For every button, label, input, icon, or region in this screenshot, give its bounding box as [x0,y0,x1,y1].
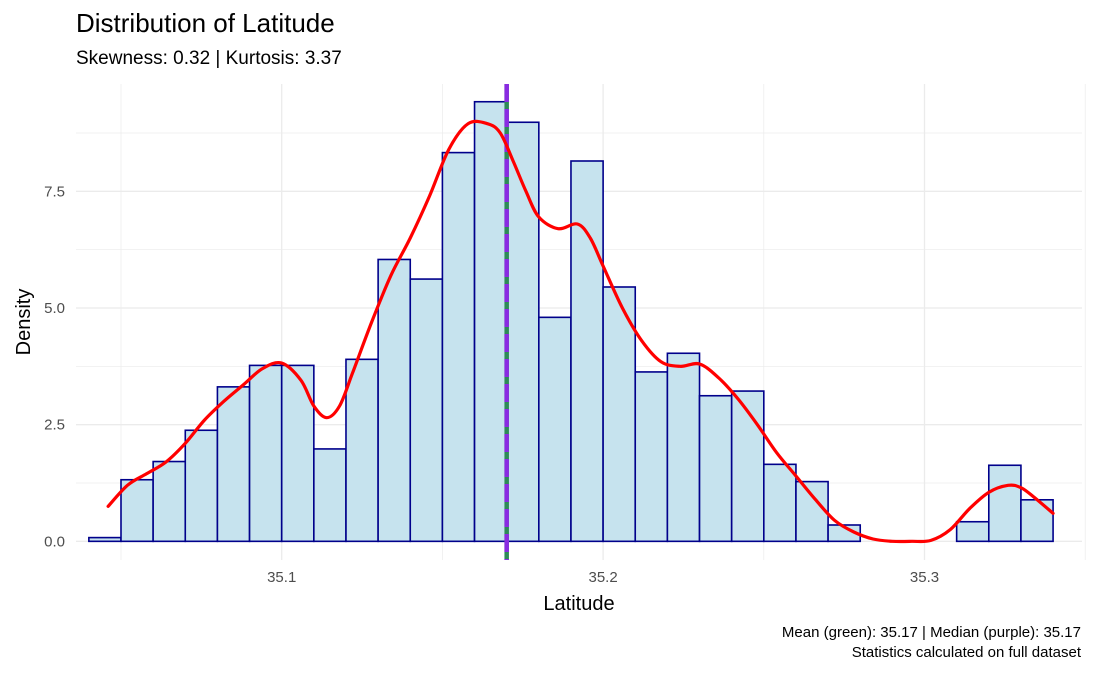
histogram-bars [88,100,1054,543]
histogram-bar-20 [730,390,765,543]
histogram-bar-8 [345,358,379,543]
histogram-bar-22 [795,480,829,543]
caption-statistics: Mean (green): 35.17 | Median (purple): 3… [781,624,1081,641]
chart-subtitle: Skewness: 0.32 | Kurtosis: 3.37 [76,48,342,69]
histogram-bar-7 [313,448,347,543]
x-tick-label-0: 35.1 [267,569,296,586]
chart-title: Distribution of Latitude [76,8,335,38]
y-tick-label-1: 2.5 [44,417,65,434]
x-tick-label-2: 35.3 [910,569,939,586]
histogram-bar-15 [570,160,604,543]
histogram-bar-0 [88,536,122,543]
y-tick-label-0: 0.0 [44,533,65,550]
histogram-bar-9 [377,258,412,543]
histogram-bar-16 [602,286,637,543]
histogram-bar-14 [538,316,572,543]
histogram-bar-5 [248,364,283,543]
axis-ticks: 35.1 35.2 35.3 0.0 2.5 5.0 7.5 [44,183,939,586]
histogram-bar-6 [280,364,315,543]
histogram-bar-19 [698,394,733,543]
histogram-bar-18 [666,352,701,543]
histogram-bar-17 [634,371,669,543]
histogram-bar-13 [505,121,540,543]
density-curve [106,119,1055,544]
y-tick-label-2: 5.0 [44,300,65,317]
histogram-bar-26 [1020,498,1054,543]
histogram-bar-12 [473,100,508,543]
histogram-bar-2 [152,460,187,543]
x-tick-label-1: 35.2 [589,569,618,586]
histogram-bar-4 [216,386,251,543]
density-curve-group [106,119,1055,544]
caption-note: Statistics calculated on full dataset [851,644,1081,661]
histogram-bar-25 [987,464,1022,543]
x-axis-title: Latitude [543,593,614,615]
histogram-bar-21 [763,463,797,543]
histogram-bar-10 [409,278,444,543]
histogram-bar-24 [955,520,990,543]
histogram-bar-11 [441,151,476,543]
y-tick-label-3: 7.5 [44,183,65,200]
histogram-bar-3 [184,429,219,543]
y-axis-title: Density [13,289,35,356]
